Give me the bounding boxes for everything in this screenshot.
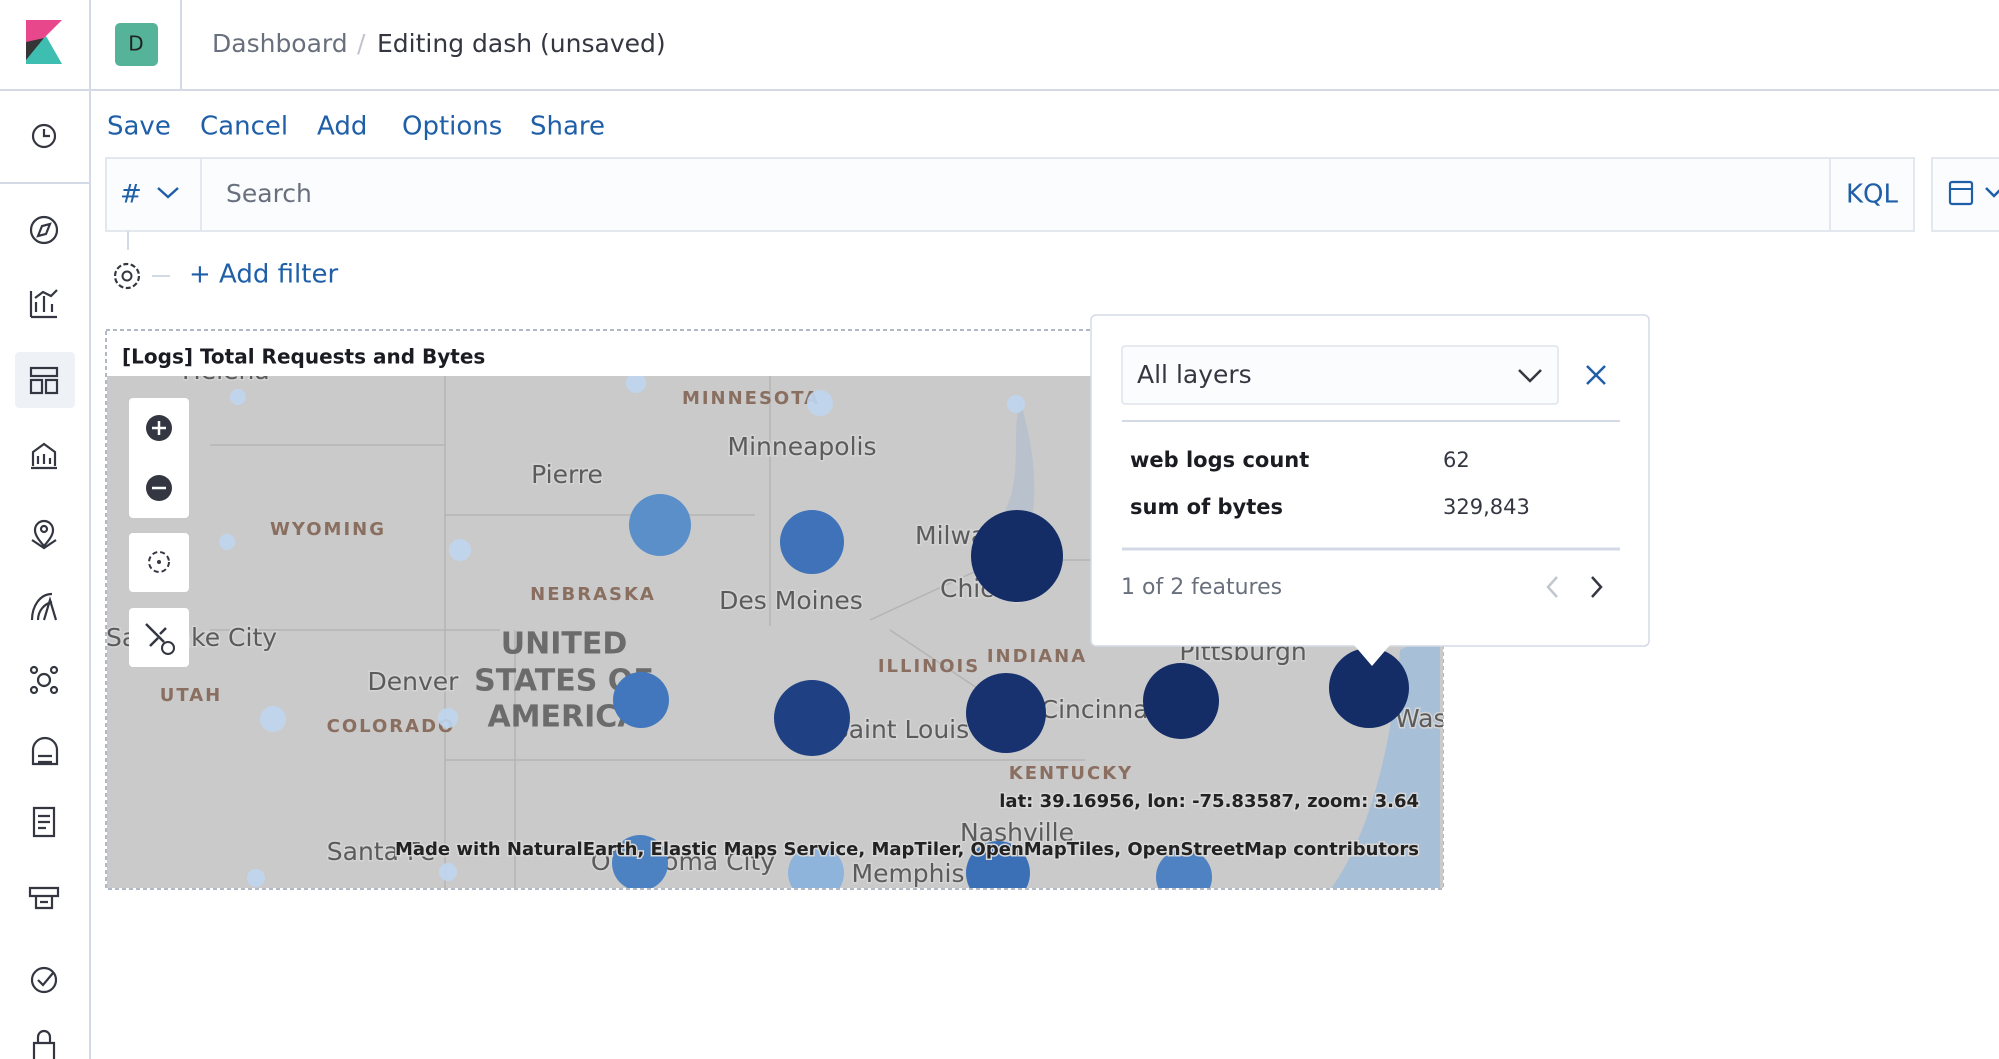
layer-select-value: All layers [1137,360,1252,389]
map-label: Minneapolis [728,432,877,461]
map-label: KENTUCKY [1009,763,1133,784]
property-value: 62 [1443,448,1470,472]
avatar-letter: D [128,32,143,56]
menu-item[interactable]: Share [530,112,605,142]
search-bar[interactable] [105,157,1915,232]
menu-item[interactable]: Options [402,112,502,142]
map-label: Washington [1395,704,1542,733]
add-filter[interactable]: + Add filter [189,260,338,290]
map-label: WYOMING [270,519,386,540]
next-feature[interactable] [1591,576,1603,598]
panel-title: [Logs] Total Requests and Bytes [122,345,485,369]
query-prefix[interactable]: # [120,180,142,210]
sidebar [0,123,90,1059]
map-label: Pierre [531,460,603,489]
property-name: web logs count [1130,448,1309,472]
query-language[interactable]: KQL [1846,180,1899,210]
logo[interactable] [26,20,62,64]
map-label: Helena [182,356,270,385]
map-label: Des Moines [719,586,863,615]
map-label: MINNESOTA [682,388,820,409]
map-label: ILLINOIS [878,656,980,677]
menu-item[interactable]: Add [317,112,367,142]
date-picker[interactable] [1931,157,1999,232]
breadcrumb[interactable]: Dashboard [212,29,348,58]
close-button[interactable] [1586,365,1606,385]
map-points [219,376,1409,888]
prev-feature[interactable] [1546,576,1558,598]
search-placeholder[interactable]: Search [226,179,312,208]
tooltip: All layers web logs count 62 sum of byte… [1090,314,1650,666]
map[interactable]: Helena MINNESOTA Minneapolis Pierre WYOM… [106,356,1542,916]
map-label: Santa Fe [327,837,436,866]
map-label: Nashville [960,818,1074,847]
map-label: Saint Louis [833,715,969,744]
layer-select[interactable] [1121,345,1559,405]
menu-item[interactable]: Cancel [200,112,288,142]
map-label: UNITED [501,627,628,662]
map-attribution: Made with NaturalEarth, Elastic Maps Ser… [395,839,1419,860]
map-label: UTAH [160,685,223,706]
property-name: sum of bytes [1130,495,1283,519]
breadcrumb-current: Editing dash (unsaved) [377,29,666,58]
filter-settings[interactable] [113,262,141,290]
map-label: Denver [368,667,460,696]
map-coordinates: lat: 39.16956, lon: -75.83587, zoom: 3.6… [999,791,1419,812]
avatar[interactable] [115,23,158,66]
map-controls[interactable] [129,398,189,667]
map-label: INDIANA [987,646,1087,667]
map-label: Memphis [852,859,965,888]
map-label: COLORADO [327,716,456,737]
property-value: 329,843 [1443,495,1530,519]
pager-text: 1 of 2 features [1121,575,1282,600]
menu-item[interactable]: Save [107,112,171,142]
map-label: NEBRASKA [530,584,656,605]
top-bar [0,0,1999,90]
breadcrumb-separator: / [357,29,366,58]
